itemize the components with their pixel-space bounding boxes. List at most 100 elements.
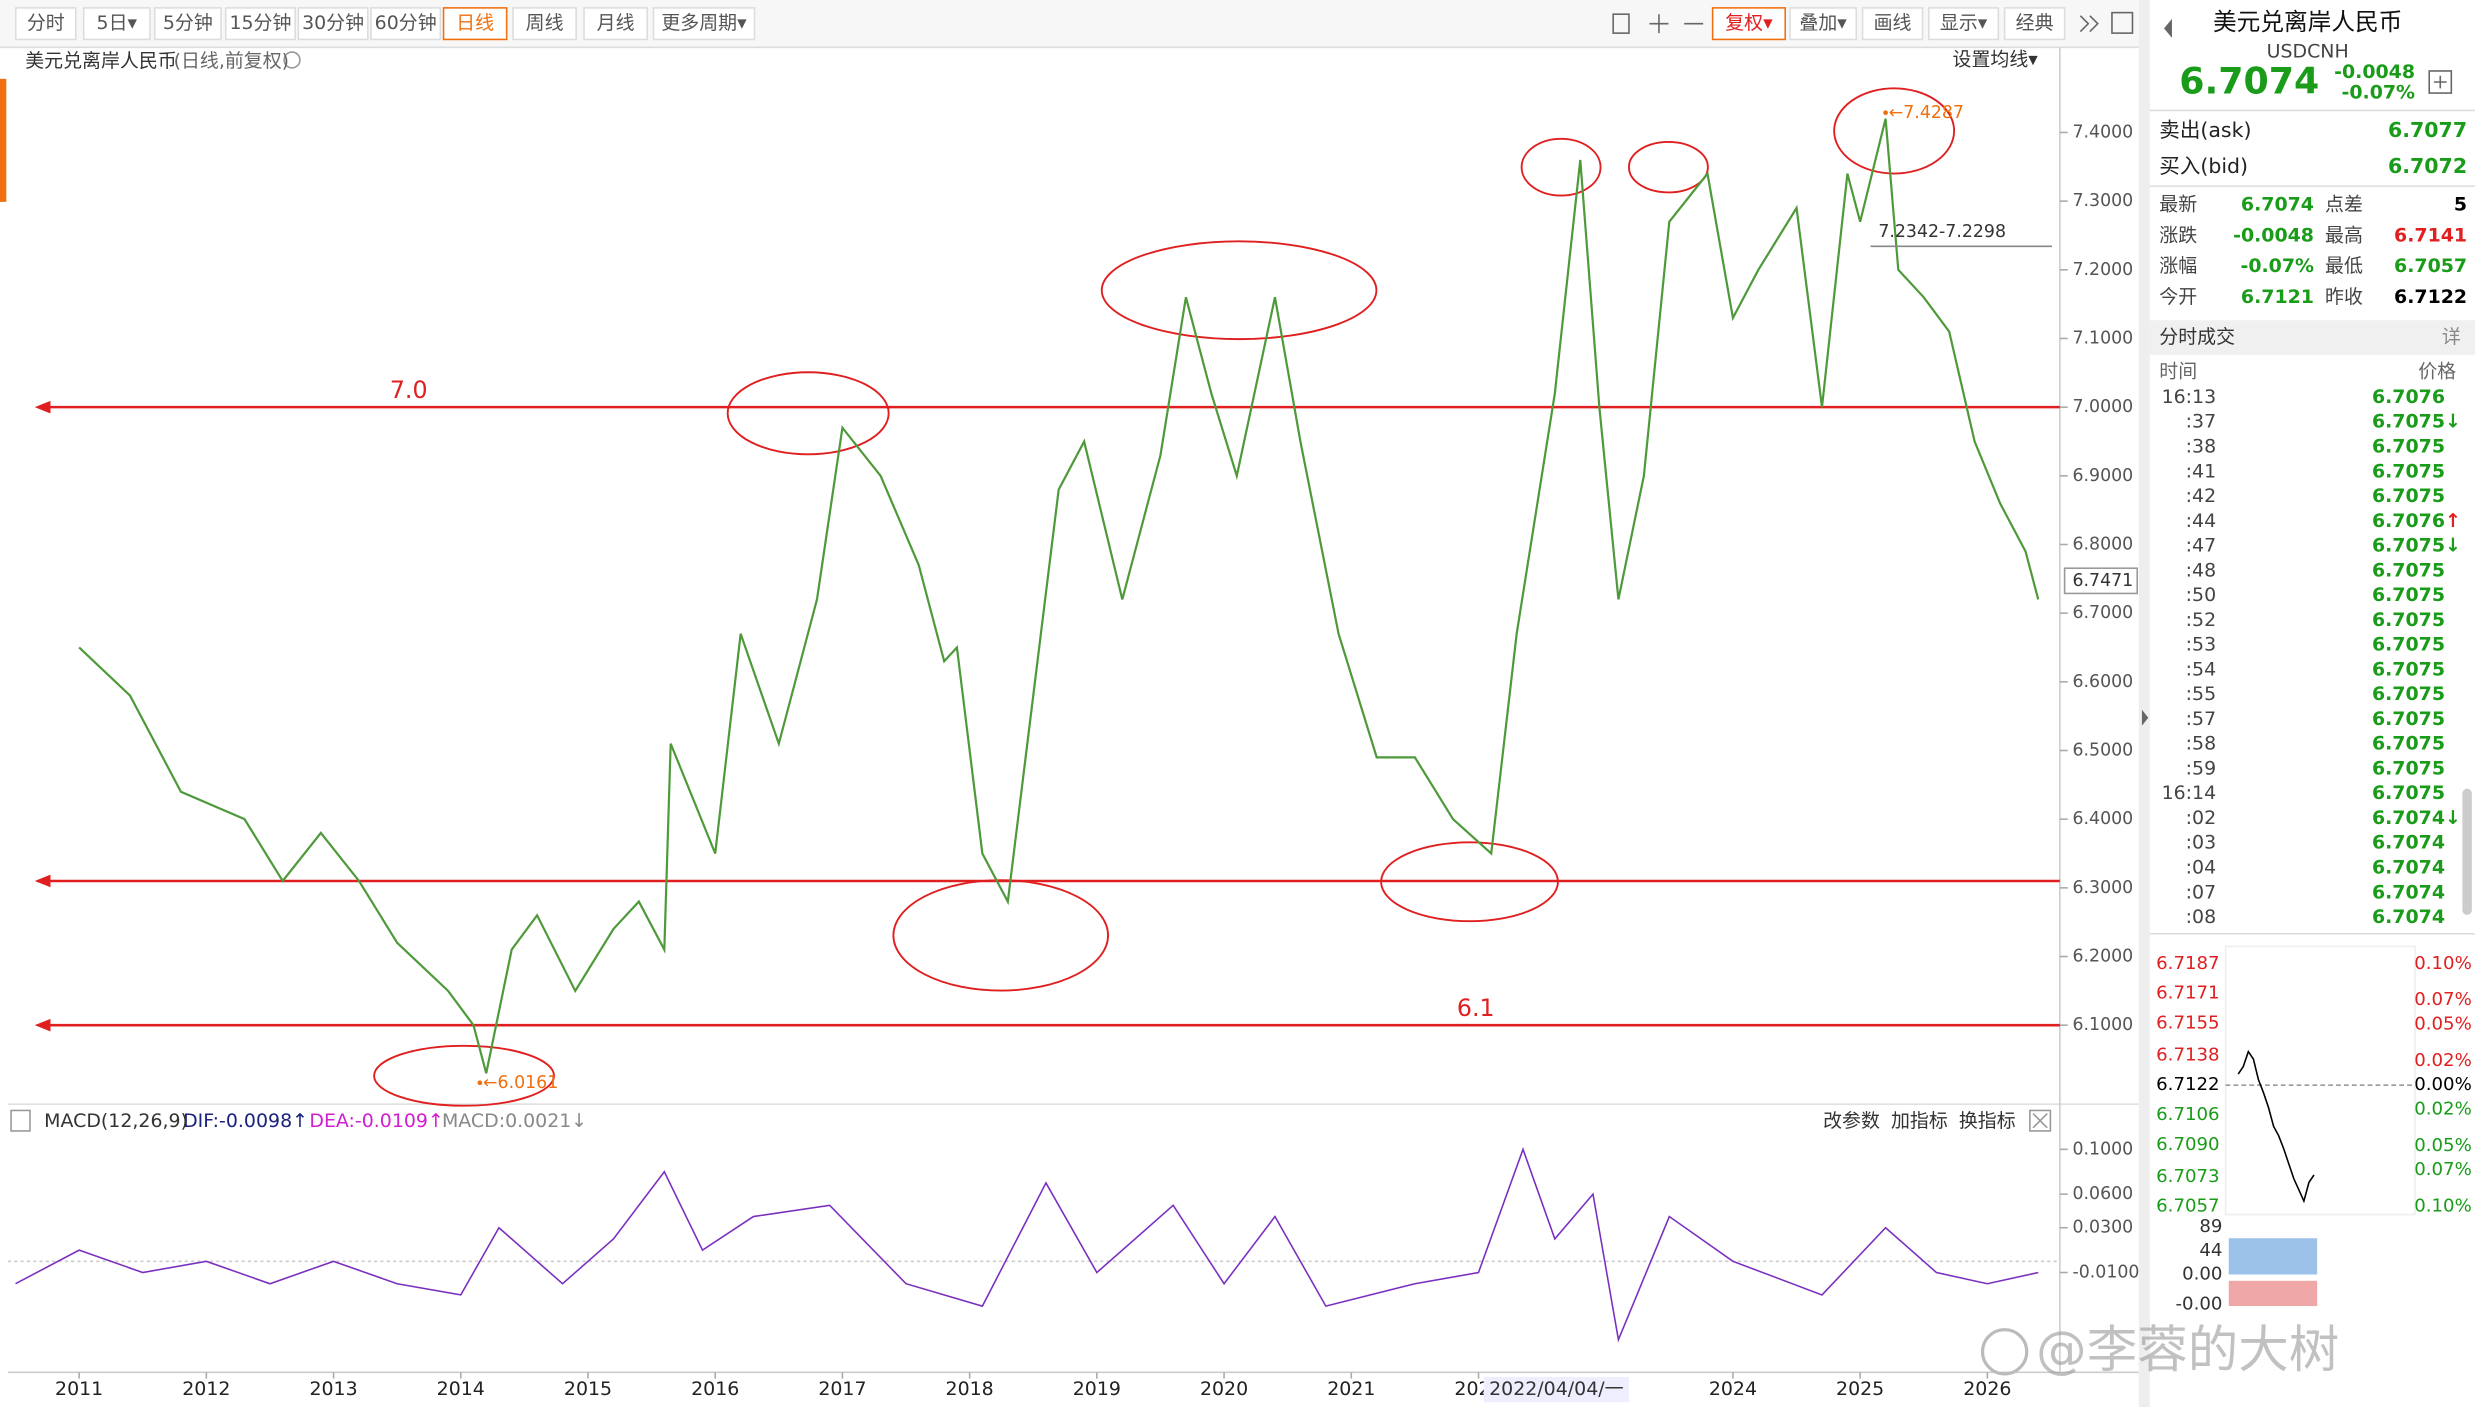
trade-price: 6.7075 [2372,485,2445,507]
period-label[interactable]: 分时 [27,12,65,34]
tool-button[interactable] [1861,7,1924,41]
period-button[interactable] [583,7,648,41]
y-tick-label: 6.3000 [2072,878,2133,898]
help-icon[interactable] [10,1109,31,1132]
stat-label: 昨收 [2325,286,2363,308]
tool-label[interactable]: 复权▾ [1725,12,1773,34]
trade-price: 6.7075 [2372,436,2445,458]
volume-area [2228,1280,2318,1307]
high-marker [1883,110,1888,116]
trade-time: :47 [2186,535,2216,557]
circle-annotation [1100,240,1378,341]
detail-button[interactable]: 详 [2442,326,2461,348]
instrument-code: USDCNH [2267,41,2349,63]
stat-value: 6.7057 [2394,255,2467,277]
x-tick-label: 2026 [1963,1378,2011,1400]
period-label[interactable]: 30分钟 [302,12,364,34]
change-pct: -0.07% [2341,82,2415,104]
trade-price: 6.7075 [2372,658,2445,680]
indicator-button[interactable]: 换指标 [1959,1110,2016,1132]
gear-icon[interactable] [283,51,301,69]
crosshair-label: 2022/04/04/一 [1489,1378,1623,1400]
period-button[interactable] [442,7,508,41]
level-arrow [34,874,51,888]
tool-button[interactable] [2003,7,2066,41]
trade-time: :55 [2186,683,2216,705]
trade-time: :52 [2186,609,2216,631]
lock-icon[interactable] [1612,13,1630,34]
trade-time: :57 [2186,708,2216,730]
circle-annotation [1833,87,1956,175]
period-button[interactable] [82,7,151,41]
quote-value: 6.7072 [2388,154,2467,178]
trade-time: :50 [2186,584,2216,606]
stat-value: -0.07% [2240,255,2314,277]
trade-arrow: ↓ [2445,535,2461,557]
y2-tick-label: 0.10% [2414,1196,2472,1217]
y-tick-label: 7.0000 [2072,397,2133,417]
close-icon[interactable] [2029,1109,2052,1132]
x-tick-label: 2016 [691,1378,739,1400]
panel-splitter[interactable] [2138,0,2150,1407]
tool-label[interactable]: 经典 [2016,12,2054,34]
period-button[interactable] [512,7,577,41]
period-label[interactable]: 5分钟 [163,12,213,34]
period-button[interactable] [297,7,369,41]
close-x [2032,1113,2048,1129]
chart-title: 美元兑离岸人民币 [25,50,176,72]
expand-icon[interactable] [2079,15,2099,33]
tool-label[interactable]: 显示▾ [1940,12,1988,34]
scrollbar[interactable] [2462,788,2472,915]
period-button[interactable] [224,7,296,41]
stat-label: 最低 [2325,255,2363,277]
back-arrow[interactable] [2164,18,2172,38]
tool-button[interactable] [1711,7,1787,41]
period-label[interactable]: 5日▾ [97,12,138,34]
volume-label: -0.00 [2176,1293,2223,1314]
trade-arrow: ↓ [2445,807,2461,829]
trade-price: 6.7075 [2372,634,2445,656]
y-tick-label: 6.7138 [2156,1044,2219,1065]
period-label[interactable]: 周线 [526,12,564,34]
period-label[interactable]: 15分钟 [229,12,291,34]
indicator-button[interactable]: 加指标 [1891,1110,1948,1132]
period-button[interactable] [153,7,222,41]
period-label[interactable]: 日线 [456,12,494,34]
period-label[interactable]: 60分钟 [375,12,437,34]
zoom-in-icon[interactable] [1649,14,1669,34]
column-header: 价格 [2418,361,2456,383]
settings-button[interactable]: 设置均线▾ [1953,48,2039,70]
period-button[interactable] [652,7,756,41]
trade-price: 6.7076 [2372,510,2445,532]
y-tick-label: 6.4000 [2072,809,2133,829]
tool-button[interactable] [1928,7,2000,41]
add-button[interactable] [2428,70,2453,94]
last-price: 6.7074 [2179,60,2319,103]
x-tick-label: 2021 [1327,1378,1375,1400]
resize-icon[interactable] [2111,11,2134,34]
stat-value: 6.7122 [2394,286,2467,308]
quote-value: 6.7077 [2388,118,2467,142]
toolbar-icons[interactable] [1612,11,2134,34]
tool-button[interactable] [1789,7,1858,41]
x-tick-label: 2013 [309,1378,357,1400]
stat-value: 6.7121 [2241,286,2314,308]
trade-time: :42 [2186,485,2216,507]
x-tick-label: 2017 [818,1378,866,1400]
stat-value: -0.0048 [2233,224,2314,246]
period-label[interactable]: 更多周期▾ [661,12,747,34]
tool-label[interactable]: 画线 [1874,12,1912,34]
tool-label[interactable]: 叠加▾ [1799,12,1847,34]
period-button[interactable] [370,7,442,41]
y-tick-label: 0.0600 [2072,1184,2133,1204]
trade-time: :03 [2186,832,2216,854]
period-button[interactable] [14,7,77,41]
legend-item: DIF:-0.0098↑ [183,1110,308,1132]
range-label: 7.2342-7.2298 [1878,222,2006,242]
indicator-button[interactable]: 改参数 [1823,1110,1880,1132]
period-label[interactable]: 月线 [597,12,635,34]
level-arrow [34,1018,51,1032]
stat-value: 6.7141 [2394,224,2467,246]
